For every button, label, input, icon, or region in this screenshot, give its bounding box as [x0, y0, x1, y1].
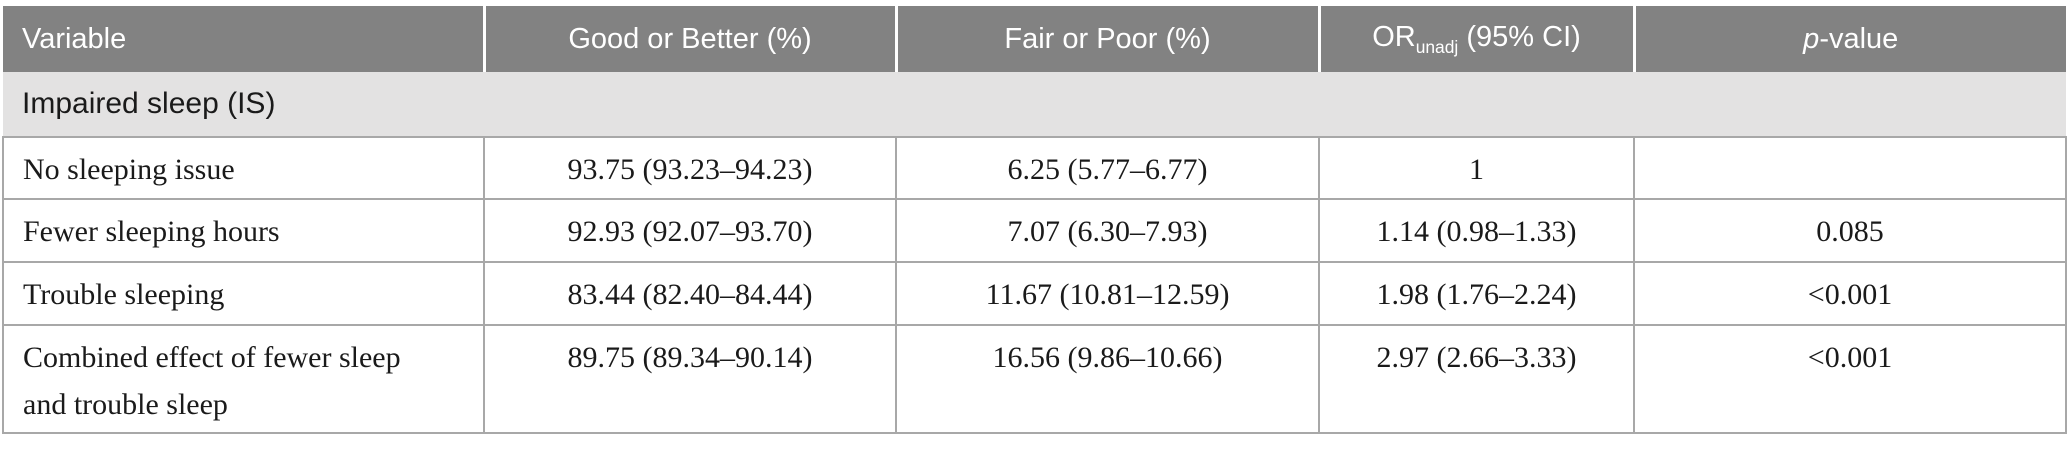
col-header-or-unadj: ORunadj (95% CI)	[1319, 6, 1636, 72]
table-cell-or: 1	[1318, 136, 1635, 200]
col-header-variable: Variable	[3, 6, 486, 72]
table-cell-fair: 7.07 (6.30–7.93)	[895, 198, 1320, 263]
col-header-good-or-better: Good or Better (%)	[484, 6, 898, 72]
table-cell-good: 89.75 (89.34–90.14)	[483, 324, 897, 434]
table-cell-pvalue: 0.085	[1633, 198, 2067, 263]
table-cell-good: 83.44 (82.40–84.44)	[483, 261, 897, 326]
table-row: Trouble sleeping 83.44 (82.40–84.44) 11.…	[2, 261, 2067, 326]
or-header-base: OR	[1372, 20, 1416, 53]
table-cell-variable: Trouble sleeping	[2, 261, 485, 326]
col-header-p-value: p-value	[1634, 6, 2066, 72]
table-cell-or: 1.98 (1.76–2.24)	[1318, 261, 1635, 326]
table-row: Combined effect of fewer sleep and troub…	[2, 324, 2067, 434]
or-header-subscript: unadj	[1415, 36, 1459, 57]
table-cell-pvalue: <0.001	[1633, 261, 2067, 326]
table-cell-variable: Fewer sleeping hours	[2, 198, 485, 263]
table-cell-fair: 16.56 (9.86–10.66)	[895, 324, 1320, 434]
p-header-rest: -value	[1819, 22, 1899, 55]
header-row: Variable Good or Better (%) Fair or Poor…	[3, 6, 2066, 72]
table-cell-or: 2.97 (2.66–3.33)	[1318, 324, 1635, 434]
table-row: Fewer sleeping hours 92.93 (92.07–93.70)…	[2, 198, 2067, 263]
table-cell-or: 1.14 (0.98–1.33)	[1318, 198, 1635, 263]
table-cell-variable: No sleeping issue	[2, 136, 485, 200]
or-header-ci: (95% CI)	[1466, 20, 1581, 53]
table-cell-pvalue: <0.001	[1633, 324, 2067, 434]
section-label: Impaired sleep (IS)	[3, 72, 2066, 138]
section-row: Impaired sleep (IS)	[3, 72, 2066, 138]
stats-table: Variable Good or Better (%) Fair or Poor…	[2, 6, 2067, 434]
table-cell-good: 92.93 (92.07–93.70)	[483, 198, 897, 263]
table-cell-good: 93.75 (93.23–94.23)	[483, 136, 897, 200]
table-cell-variable: Combined effect of fewer sleep and troub…	[2, 324, 485, 434]
p-header-italic: p	[1803, 22, 1820, 55]
stats-table-figure: Variable Good or Better (%) Fair or Poor…	[2, 6, 2067, 434]
table-row: No sleeping issue 93.75 (93.23–94.23) 6.…	[2, 136, 2067, 200]
table-cell-fair: 6.25 (5.77–6.77)	[895, 136, 1320, 200]
table-cell-fair: 11.67 (10.81–12.59)	[895, 261, 1320, 326]
col-header-fair-or-poor: Fair or Poor (%)	[896, 6, 1321, 72]
table-cell-pvalue	[1633, 136, 2067, 200]
